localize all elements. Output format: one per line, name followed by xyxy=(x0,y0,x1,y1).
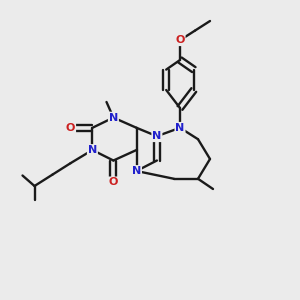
Text: N: N xyxy=(152,131,161,141)
Text: N: N xyxy=(176,123,184,133)
Text: O: O xyxy=(66,123,75,133)
Text: N: N xyxy=(109,112,118,123)
Text: N: N xyxy=(88,145,97,155)
Text: O: O xyxy=(109,177,118,188)
Text: N: N xyxy=(132,166,141,176)
Text: O: O xyxy=(175,35,185,45)
